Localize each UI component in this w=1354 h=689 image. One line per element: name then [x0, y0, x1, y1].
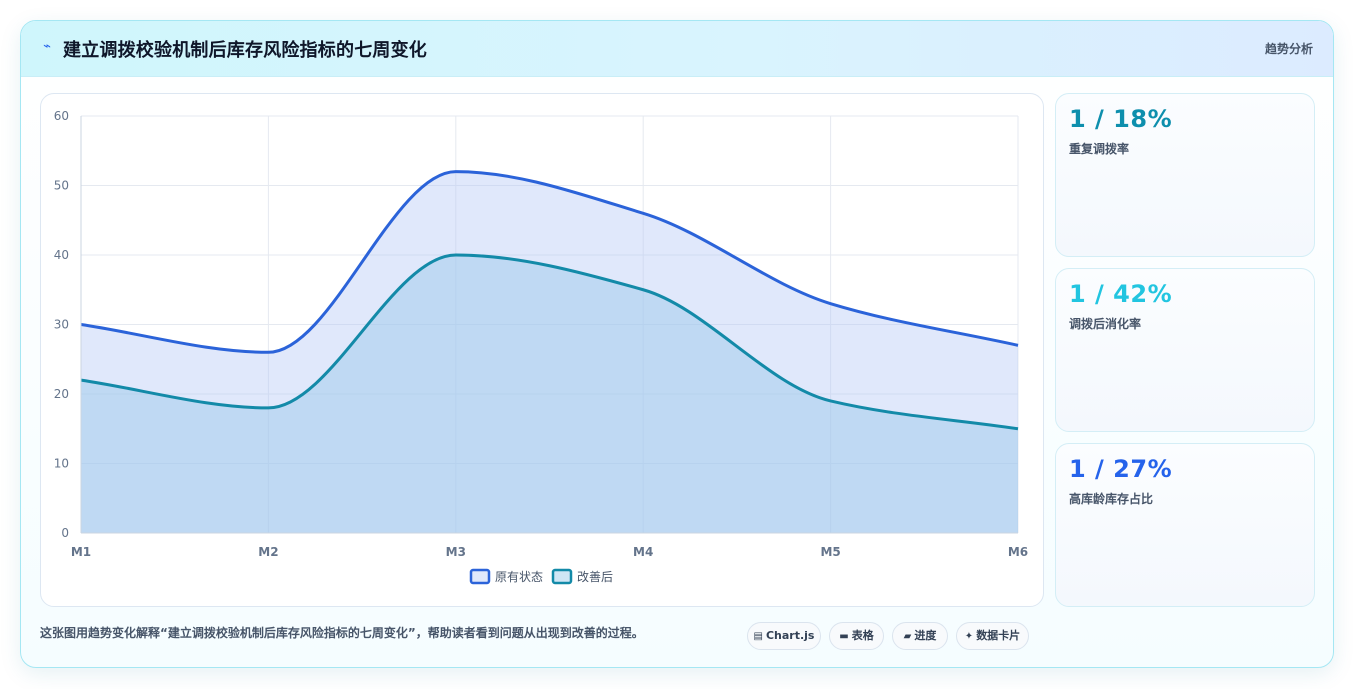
progress-icon: ▰ — [903, 631, 912, 642]
card-header: ⌁ 建立调拨校验机制后库存风险指标的七周变化 趋势分析 — [21, 21, 1333, 77]
chip-data-card[interactable]: ✦ 数据卡片 — [956, 622, 1029, 650]
y-tick-label: 30 — [54, 318, 69, 332]
legend-label: 改善后 — [577, 569, 613, 584]
kpi-card-aged-inventory-ratio: 1 / 27% 高库龄库存占比 — [1055, 443, 1315, 607]
chip-progress[interactable]: ▰ 进度 — [892, 622, 948, 650]
legend-swatch — [469, 568, 491, 585]
series-line — [80, 170, 1019, 354]
chip-label: 进度 — [914, 629, 937, 642]
x-tick-label: M6 — [1008, 545, 1028, 559]
kpi-value: 1 / 27% — [1069, 455, 1173, 483]
x-tick-label: M5 — [820, 545, 840, 559]
chart-caption: 这张图用趋势变化解释“建立调拨校验机制后库存风险指标的七周变化”，帮助读者看到问… — [40, 626, 644, 640]
x-tick-label: M4 — [633, 545, 653, 559]
y-tick-label: 40 — [54, 248, 69, 262]
area-chart: 0 10 20 30 40 50 60 M1 M2 M3 M4 M5 M6 原有状态 改善后 — [54, 109, 1028, 585]
kpi-label: 调拨后消化率 — [1069, 317, 1142, 331]
x-tick-label: M1 — [71, 545, 91, 559]
kpi-card-digestion-rate: 1 / 42% 调拨后消化率 — [1055, 268, 1315, 432]
y-tick-label: 0 — [61, 526, 69, 540]
chip-table[interactable]: ▬ 表格 — [829, 622, 884, 650]
dashboard-card: ⌁ 建立调拨校验机制后库存风险指标的七周变化 趋势分析 0 10 20 30 40 50 6… — [20, 20, 1334, 668]
pulse-icon: ⌁ — [43, 39, 51, 54]
trend-analysis-tag: 趋势分析 — [1264, 42, 1313, 56]
chip-label: 表格 — [851, 629, 874, 642]
chip-label: Chart.js — [765, 629, 815, 642]
y-tick-label: 10 — [54, 457, 69, 471]
series-line — [80, 253, 1019, 431]
page-title: 建立调拨校验机制后库存风险指标的七周变化 — [63, 40, 427, 61]
x-tick-label: M2 — [258, 545, 278, 559]
chart-panel: 0 10 20 30 40 50 60 M1 M2 M3 M4 M5 M6 原有状态 改善后 — [40, 93, 1044, 607]
x-tick-label: M3 — [446, 545, 466, 559]
chip-chartjs[interactable]: ▤ Chart.js — [747, 622, 821, 650]
chip-label: 数据卡片 — [976, 629, 1021, 642]
kpi-card-repeat-transfer-rate: 1 / 18% 重复调拨率 — [1055, 93, 1315, 257]
kpi-value: 1 / 18% — [1069, 105, 1173, 133]
y-tick-label: 50 — [54, 179, 69, 193]
kpi-value: 1 / 42% — [1069, 280, 1173, 308]
y-tick-label: 20 — [54, 387, 69, 401]
legend-swatch — [551, 568, 573, 585]
series-area — [81, 171, 1018, 533]
chart-icon: ▤ — [753, 631, 763, 642]
sparkle-icon: ✦ — [964, 631, 974, 642]
kpi-label: 重复调拨率 — [1069, 142, 1130, 156]
kpi-label: 高库龄库存占比 — [1069, 492, 1154, 506]
legend-label: 原有状态 — [495, 570, 543, 584]
series-area — [81, 255, 1018, 533]
y-tick-label: 60 — [54, 109, 69, 123]
table-icon: ▬ — [839, 631, 849, 642]
